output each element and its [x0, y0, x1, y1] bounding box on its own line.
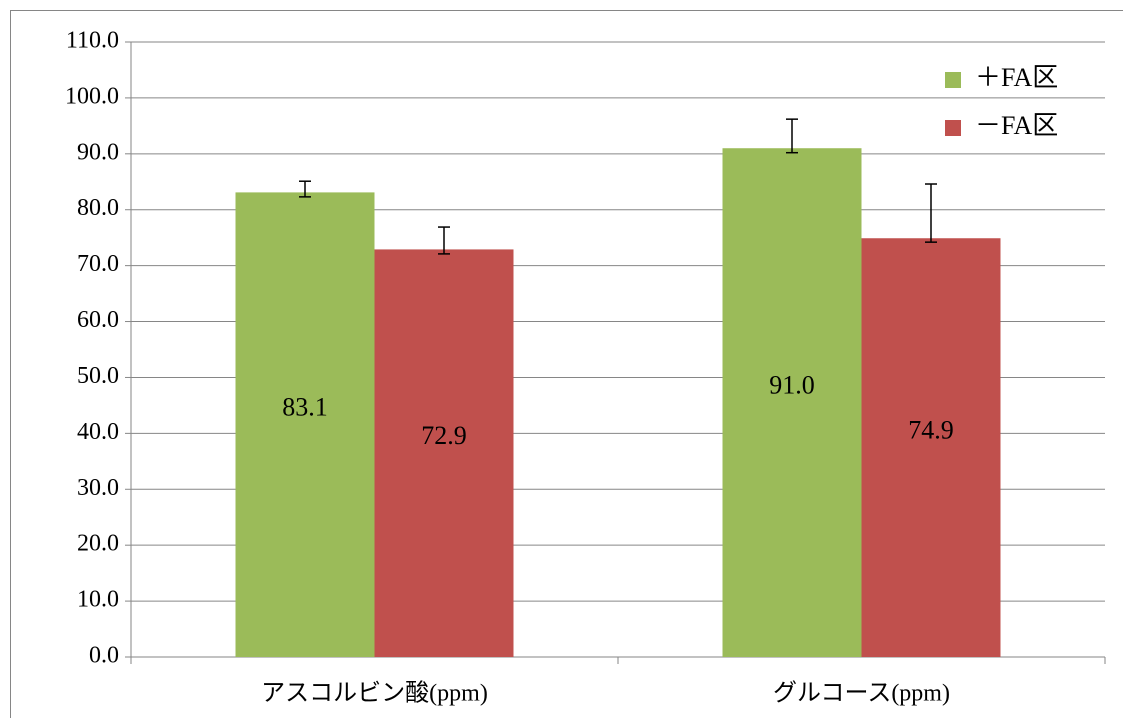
- y-tick-label: 110.0: [66, 28, 119, 54]
- legend-label: ＋FA区: [975, 63, 1058, 92]
- legend-label: －FA区: [975, 111, 1058, 140]
- x-tick-label: グルコース(ppm): [773, 680, 950, 707]
- legend-swatch: [945, 72, 961, 88]
- y-tick-label: 60.0: [77, 307, 119, 333]
- y-tick-label: 30.0: [77, 475, 119, 501]
- y-tick-label: 0.0: [89, 643, 119, 669]
- bar: [375, 249, 514, 657]
- bar: [236, 192, 375, 657]
- y-tick-label: 10.0: [77, 587, 119, 613]
- data-label: 91.0: [769, 371, 815, 400]
- y-tick-label: 80.0: [77, 195, 119, 221]
- bar: [723, 148, 862, 657]
- data-label: 83.1: [282, 393, 328, 422]
- x-tick-label: アスコルビン酸(ppm): [261, 680, 488, 707]
- data-label: 72.9: [421, 421, 467, 450]
- legend-swatch: [945, 120, 961, 136]
- bar: [862, 238, 1001, 657]
- y-tick-label: 90.0: [77, 139, 119, 165]
- y-tick-label: 50.0: [77, 363, 119, 389]
- y-tick-label: 40.0: [77, 419, 119, 445]
- y-tick-label: 100.0: [65, 83, 119, 109]
- y-tick-label: 20.0: [77, 531, 119, 557]
- data-label: 74.9: [908, 416, 954, 445]
- y-tick-label: 70.0: [77, 251, 119, 277]
